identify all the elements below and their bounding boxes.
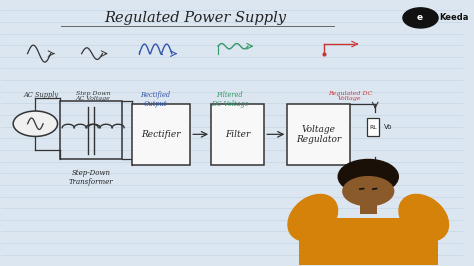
Text: Keeda: Keeda [439, 13, 468, 22]
Text: Step-Down
Transformer: Step-Down Transformer [69, 169, 113, 186]
Text: Regulated Power Supply: Regulated Power Supply [104, 11, 286, 25]
Ellipse shape [288, 194, 337, 241]
Ellipse shape [399, 194, 448, 241]
Text: RL: RL [369, 124, 377, 130]
FancyBboxPatch shape [367, 118, 379, 136]
FancyBboxPatch shape [299, 218, 438, 265]
FancyBboxPatch shape [360, 199, 376, 214]
Ellipse shape [303, 228, 433, 266]
Circle shape [338, 159, 398, 194]
Text: Filtered
DC Voltage: Filtered DC Voltage [211, 91, 248, 108]
Text: e: e [417, 13, 423, 22]
Circle shape [343, 177, 394, 206]
FancyBboxPatch shape [211, 104, 264, 165]
Text: Regulated DC
Voltage: Regulated DC Voltage [328, 91, 372, 101]
Text: Vo: Vo [383, 124, 392, 130]
Text: Rectified
Output: Rectified Output [140, 91, 171, 108]
Circle shape [13, 111, 57, 136]
Text: Filter: Filter [225, 130, 250, 139]
Text: Rectifier: Rectifier [142, 130, 181, 139]
FancyBboxPatch shape [132, 104, 190, 165]
FancyBboxPatch shape [287, 104, 350, 165]
Text: AC Supply: AC Supply [24, 91, 59, 99]
Text: Voltage
Regulator: Voltage Regulator [296, 125, 341, 144]
Circle shape [403, 8, 438, 28]
Text: Step Down
AC Voltage: Step Down AC Voltage [76, 91, 110, 101]
